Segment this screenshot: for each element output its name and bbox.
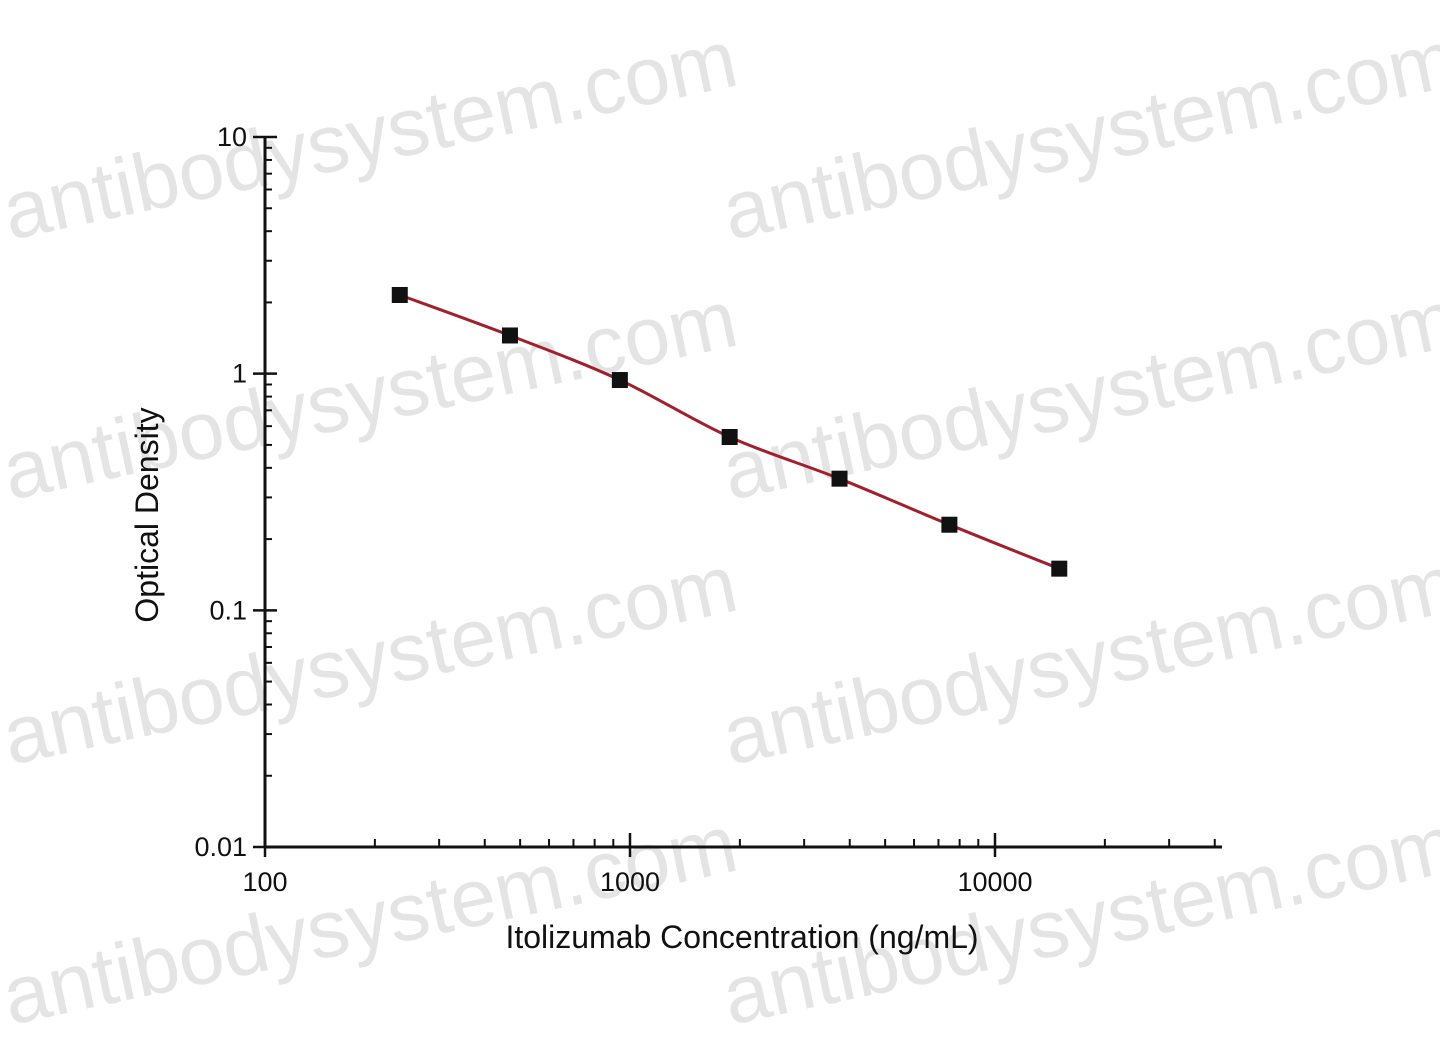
data-point — [831, 470, 848, 487]
x-tick-label: 10000 — [957, 867, 1032, 897]
watermark-text: antibodysystem.com — [0, 273, 745, 517]
x-axis-title: Itolizumab Concentration (ng/mL) — [505, 919, 978, 955]
y-tick-label: 1 — [232, 359, 247, 389]
y-tick-label: 10 — [217, 122, 247, 152]
watermark-text: antibodysystem.com — [715, 538, 1440, 782]
watermark-text: antibodysystem.com — [715, 273, 1440, 517]
data-point — [1051, 560, 1068, 577]
data-point — [391, 286, 408, 303]
x-ticks: 100 1000 10000 — [242, 833, 1216, 897]
y-axis-title: Optical Density — [129, 407, 165, 622]
data-point — [721, 429, 738, 446]
y-tick-label: 0.01 — [194, 832, 247, 862]
data-points — [391, 286, 1068, 577]
axes: 0.01 0.1 1 10 100 1000 10000 — [194, 122, 1222, 897]
x-tick-label: 1000 — [600, 867, 660, 897]
data-point — [501, 327, 518, 344]
y-tick-label: 0.1 — [209, 595, 247, 625]
watermark-text: antibodysystem.com — [715, 13, 1440, 257]
x-tick-label: 100 — [242, 867, 287, 897]
data-point — [941, 516, 958, 533]
data-point — [611, 372, 628, 389]
watermark-layer: antibodysystem.comantibodysystem.comanti… — [0, 13, 1440, 1042]
watermark-text: antibodysystem.com — [0, 538, 745, 782]
watermark-text: antibodysystem.com — [0, 13, 745, 257]
y-ticks: 0.01 0.1 1 10 — [194, 122, 277, 862]
